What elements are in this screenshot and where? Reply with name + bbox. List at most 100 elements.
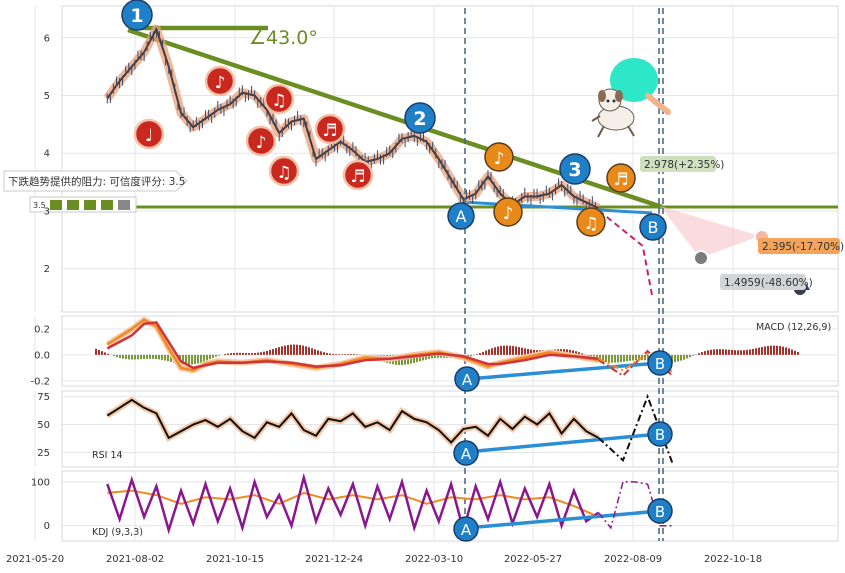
macd-marker-a: A (455, 367, 479, 391)
macd-hist-bar (137, 355, 139, 359)
note-circle-orange: ♬ (607, 164, 635, 192)
macd-hist-bar (608, 355, 610, 363)
macd-hist-bar (149, 355, 151, 359)
macd-hist-bar (344, 354, 346, 355)
macd-hist-bar (320, 351, 322, 355)
music-note-icon: ♪ (215, 73, 226, 93)
macd-hist-bar (233, 353, 235, 355)
macd-hist-bar (257, 353, 259, 355)
macd-hist-bar (287, 345, 289, 355)
y-tick-label: 4 (44, 149, 50, 160)
macd-hist-bar (632, 355, 634, 361)
music-note-icon: ♫ (583, 214, 598, 234)
angle-label: ∠43.0° (249, 27, 318, 49)
macd-hist-bar (338, 354, 340, 355)
panel-frame (62, 391, 838, 467)
macd-hist-bar (107, 354, 109, 355)
note-circle-red: ♪ (247, 127, 275, 155)
macd-hist-bar (197, 355, 199, 363)
x-tick-label: 2021-08-02 (106, 554, 164, 565)
macd-marker-a-label: A (462, 371, 473, 389)
y-tick-label: 0.0 (34, 350, 50, 361)
wave-marker-a-label: A (456, 207, 467, 226)
wave-marker-3-label: 3 (568, 159, 581, 181)
y-tick-label: 50 (37, 420, 50, 431)
macd-hist-bar (770, 346, 772, 355)
macd-hist-bar (269, 350, 271, 355)
y-tick-label: 3 (44, 206, 50, 217)
y-tick-label: 0.2 (34, 324, 50, 335)
macd-hist-bar (146, 355, 148, 359)
macd-hist-bar (509, 346, 511, 355)
macd-hist-bar (701, 352, 703, 355)
macd-title: MACD (12,26,9) (756, 322, 831, 333)
music-note-icon: ♫ (271, 91, 286, 111)
macd-hist-bar (692, 355, 694, 356)
macd-hist-bar (125, 355, 127, 359)
macd-hist-bar (719, 349, 721, 355)
kdj-marker-b-label: B (655, 503, 665, 521)
rsi-marker-b: B (648, 422, 672, 446)
macd-hist-bar (314, 349, 316, 355)
macd-hist-bar (332, 354, 334, 355)
y-tick-label: 25 (37, 448, 50, 459)
note-circle-orange: ♪ (494, 198, 522, 226)
macd-hist-bar (731, 350, 733, 355)
music-note-icon: ♪ (503, 204, 514, 224)
macd-hist-bar (524, 348, 526, 355)
macd-hist-bar (95, 349, 97, 355)
macd-hist-bar (158, 355, 160, 360)
macd-hist-bar (302, 346, 304, 355)
macd-hist-bar (707, 350, 709, 355)
music-note-icon: ♪ (494, 149, 505, 169)
macd-hist-bar (746, 350, 748, 355)
score-icons (50, 200, 130, 210)
macd-hist-bar (254, 353, 256, 355)
macd-hist-bar (785, 347, 787, 354)
y-tick-label: 75 (37, 392, 50, 403)
score-icon-half (118, 200, 130, 210)
x-tick-label: 2022-03-10 (405, 554, 463, 565)
note-circle-red: ♫ (270, 157, 298, 185)
x-tick-label: 2022-05-27 (504, 554, 562, 565)
forecast-label-2: 2.395(-17.70%) (762, 241, 844, 253)
macd-hist-bar (677, 355, 679, 362)
macd-hist-bar (482, 352, 484, 355)
macd-hist-bar (794, 351, 796, 355)
macd-hist-bar (305, 346, 307, 355)
macd-hist-bar (680, 355, 682, 361)
score-icon (84, 200, 96, 210)
macd-hist-bar (512, 346, 514, 355)
forecast-label-1: 2.978(+2.35%) (644, 159, 724, 171)
macd-hist-bar (635, 355, 637, 360)
music-note-icon: ♬ (350, 167, 365, 187)
macd-hist-bar (347, 354, 349, 355)
macd-hist-bar (152, 355, 154, 359)
macd-hist-bar (218, 355, 220, 356)
dog-ear (598, 90, 606, 102)
macd-hist-bar (644, 355, 646, 360)
macd-hist-bar (242, 353, 244, 355)
macd-hist-bar (167, 355, 169, 361)
macd-hist-bar (128, 355, 130, 360)
macd-hist-bar (683, 355, 685, 360)
x-tick-label: 2022-10-18 (704, 554, 762, 565)
macd-hist-bar (797, 352, 799, 355)
macd-marker-b-label: B (655, 355, 665, 373)
macd-hist-bar (275, 348, 277, 355)
macd-hist-bar (278, 347, 280, 355)
macd-hist-bar (515, 347, 517, 355)
macd-hist-bar (704, 351, 706, 355)
note-circle-orange: ♪ (485, 143, 513, 171)
wave-marker-b: B (640, 214, 666, 240)
wave-marker-2-label: 2 (413, 108, 426, 130)
rsi-marker-a: A (454, 441, 478, 465)
macd-hist-bar (143, 355, 145, 359)
macd-hist-bar (164, 355, 166, 361)
macd-hist-bar (239, 353, 241, 355)
y-tick-label: -0.2 (30, 376, 50, 387)
macd-hist-bar (245, 353, 247, 355)
macd-hist-bar (758, 348, 760, 355)
